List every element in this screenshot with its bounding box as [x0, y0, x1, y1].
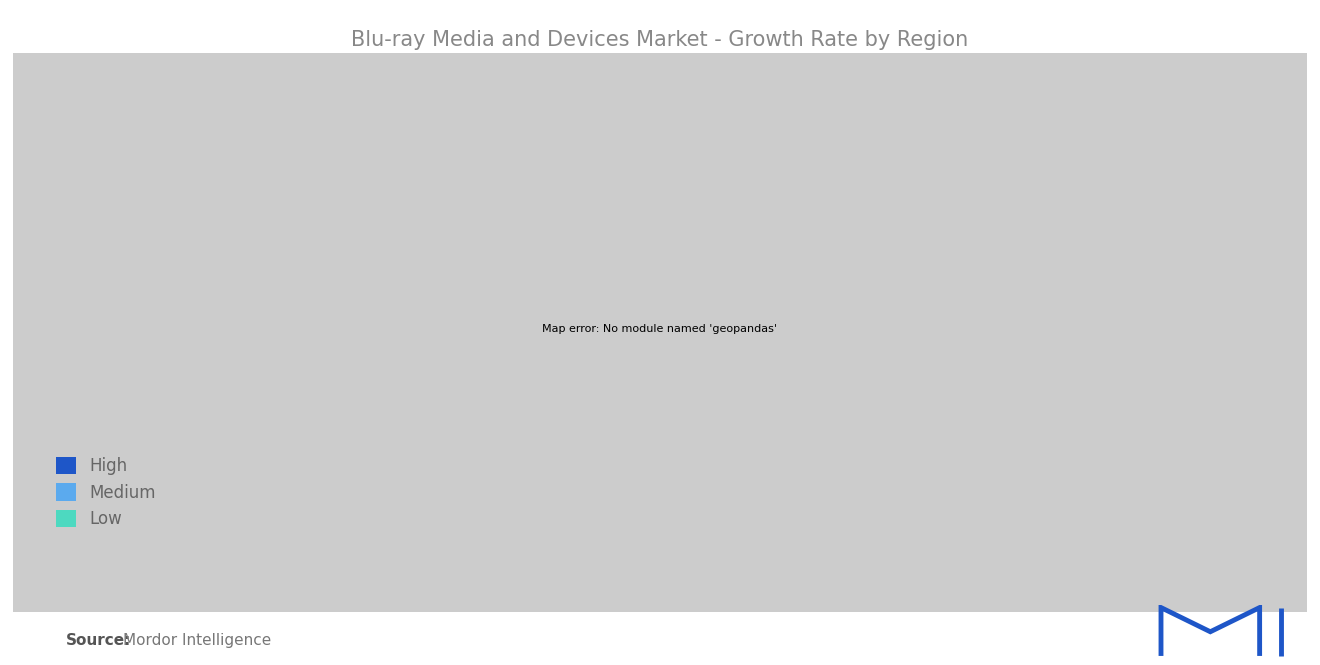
Text: Mordor Intelligence: Mordor Intelligence: [123, 633, 271, 648]
Text: Blu-ray Media and Devices Market - Growth Rate by Region: Blu-ray Media and Devices Market - Growt…: [351, 30, 969, 50]
Text: Map error: No module named 'geopandas': Map error: No module named 'geopandas': [543, 325, 777, 334]
Legend: High, Medium, Low: High, Medium, Low: [48, 449, 164, 537]
Text: Source:: Source:: [66, 633, 132, 648]
